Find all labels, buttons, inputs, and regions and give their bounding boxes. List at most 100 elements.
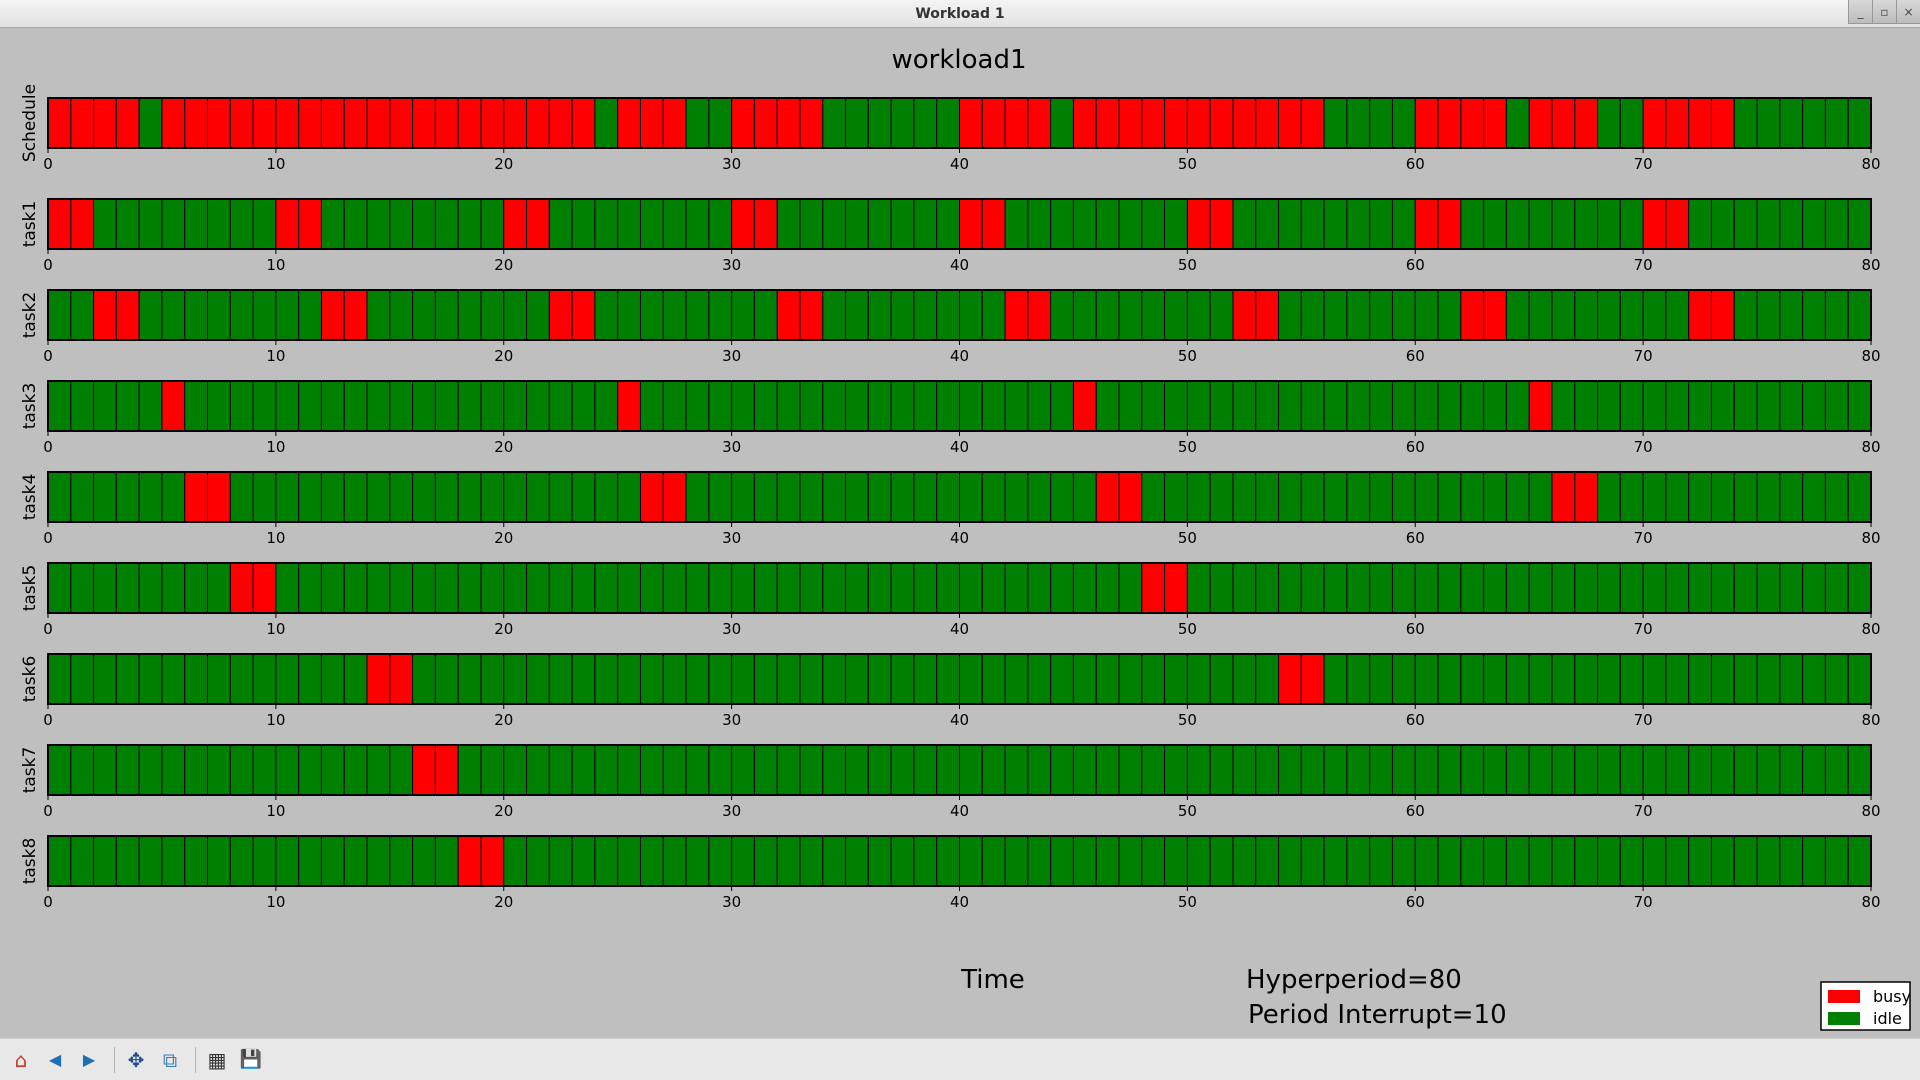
idle-cell [229,198,254,250]
idle-cell [1688,380,1712,432]
idle-cell [685,97,710,149]
back-button[interactable]: ◀ [40,1045,70,1075]
busy-cell [1186,198,1211,250]
idle-cell [366,471,391,523]
idle-cell [1551,198,1576,250]
idle-cell [1642,380,1667,432]
idle-cell [93,380,117,432]
idle-cell [229,289,254,341]
idle-cell [685,198,710,250]
home-button[interactable]: ⌂ [6,1045,36,1075]
idle-cell [298,380,322,432]
idle-cell [47,835,72,887]
idle-cell [1004,198,1029,250]
busy-cell [799,97,824,149]
x-tick-label: 70 [1634,802,1653,820]
idle-cell [981,653,1006,705]
idle-cell [1733,653,1758,705]
busy-cell [1141,562,1166,614]
pan-button[interactable]: ✥ [121,1045,151,1075]
idle-cell [1437,653,1462,705]
idle-cell [1802,198,1826,250]
idle-cell [93,471,117,523]
idle-cell [1186,835,1211,887]
idle-cell [1300,471,1325,523]
idle-cell [890,380,915,432]
x-tick-label: 40 [950,529,969,547]
busy-cell [548,97,573,149]
idle-cell [1460,471,1485,523]
busy-cell [959,198,983,250]
idle-cell [480,198,505,250]
idle-cell [776,744,801,796]
idle-cell [1027,471,1052,523]
idle-cell [1232,198,1257,250]
idle-cell [753,653,778,705]
chart-title: workload1 [891,45,1026,75]
x-tick-label: 60 [1406,256,1425,274]
idle-cell [1597,744,1621,796]
idle-cell [526,653,550,705]
idle-cell [229,835,254,887]
x-tick-label: 60 [1406,620,1425,638]
idle-cell [1278,562,1302,614]
close-button[interactable]: × [1896,0,1920,24]
idle-cell [1824,97,1849,149]
configure-subplots-button[interactable]: ▦ [202,1045,232,1075]
idle-cell [1437,562,1462,614]
busy-cell [959,97,983,149]
x-tick-label: 70 [1634,347,1653,365]
idle-cell [252,653,277,705]
idle-cell [594,653,619,705]
save-button[interactable]: 💾 [236,1045,266,1075]
idle-cell [115,562,140,614]
idle-cell [434,289,459,341]
maximize-button[interactable]: ▫ [1872,0,1896,24]
idle-cell [1164,380,1188,432]
idle-cell [1300,744,1325,796]
idle-cell [845,471,869,523]
idle-cell [503,653,528,705]
busy-cell [70,198,95,250]
idle-cell [1209,380,1234,432]
idle-cell [913,562,938,614]
zoom-button[interactable]: ⧉ [155,1045,185,1075]
idle-cell [138,562,163,614]
busy-cell [1278,653,1302,705]
row-label: task2 [20,292,40,339]
x-tick-label: 50 [1178,893,1197,911]
busy-cell [1300,97,1325,149]
idle-cell [1505,471,1530,523]
row-label: task1 [20,201,40,248]
busy-cell [229,562,254,614]
busy-cell [799,289,824,341]
idle-cell [799,835,824,887]
idle-cell [480,289,505,341]
idle-cell [1802,97,1826,149]
x-tick-label: 60 [1406,893,1425,911]
idle-cell [594,562,619,614]
idle-cell [320,562,345,614]
idle-cell [1710,198,1735,250]
idle-cell [1323,562,1348,614]
idle-cell [845,744,869,796]
idle-cell [252,198,277,250]
idle-cell [776,198,801,250]
forward-button[interactable]: ▶ [74,1045,104,1075]
busy-cell [1460,289,1485,341]
idle-cell [913,835,938,887]
x-tick-label: 60 [1406,155,1425,173]
idle-cell [867,562,892,614]
idle-cell [1255,653,1280,705]
idle-cell [1118,289,1143,341]
idle-cell [822,471,847,523]
minimize-button[interactable]: _ [1848,0,1872,24]
idle-cell [890,835,915,887]
idle-cell [1528,562,1553,614]
idle-cell [1186,471,1211,523]
row-label: task8 [20,838,40,885]
x-tick-label: 30 [722,529,741,547]
idle-cell [845,380,869,432]
x-tick-label: 10 [266,529,285,547]
